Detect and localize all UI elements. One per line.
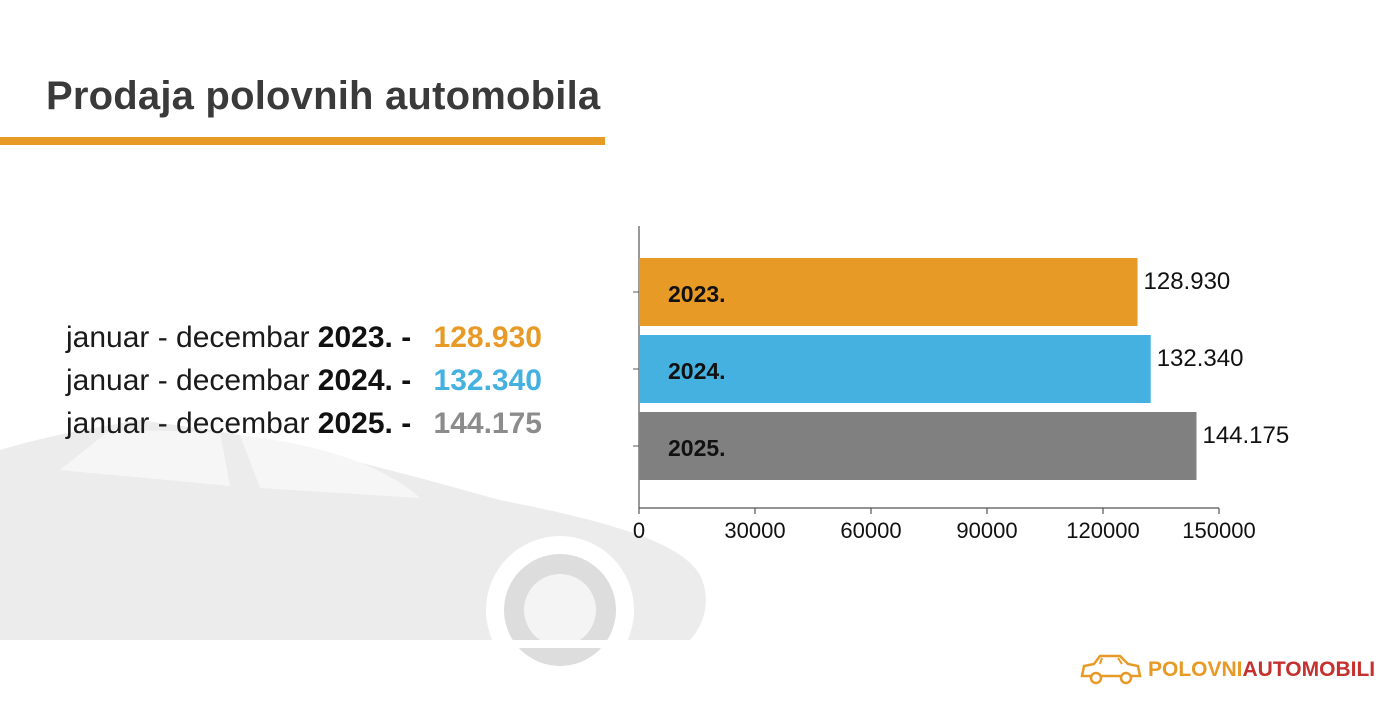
bar-1 [639, 258, 1138, 326]
summary-line-2024: januar - decembar 2024. - 132.340 [66, 359, 626, 402]
x-tick-label: 150000 [1182, 518, 1255, 543]
car-logo-icon [1080, 654, 1142, 685]
x-tick-label: 120000 [1066, 518, 1139, 543]
summary-prefix: januar - decembar [66, 364, 318, 397]
summary-prefix: januar - decembar [66, 321, 318, 354]
bar-2 [639, 335, 1151, 403]
summary-separator: - [392, 407, 420, 440]
summary-year: 2024. [317, 364, 393, 397]
summary-year: 2023. [317, 321, 393, 354]
x-tick-label: 90000 [956, 518, 1017, 543]
page-title: Prodaja polovnih automobila [46, 74, 601, 118]
title-underline [0, 137, 605, 145]
summary-line-2025: januar - decembar 2025. - 144.175 [66, 402, 626, 445]
summary-separator: - [392, 321, 420, 354]
summary-value: 144.175 [433, 407, 542, 440]
brand-logo: POLOVNIAUTOMOBILI [1078, 652, 1375, 688]
bar-category-label: 2023. [668, 281, 726, 307]
summary-prefix: januar - decembar [66, 407, 318, 440]
logo-text-automobili: AUTOMOBILI [1242, 658, 1376, 681]
bar-data-label: 128.930 [1144, 268, 1231, 295]
bar-category-label: 2024. [668, 358, 726, 384]
sales-summary: januar - decembar 2023. - 128.930 januar… [66, 316, 626, 445]
bar-3 [639, 412, 1197, 480]
summary-line-2023: januar - decembar 2023. - 128.930 [66, 316, 626, 359]
logo-text: POLOVNIAUTOMOBILI [1148, 658, 1375, 682]
x-tick-label: 0 [633, 518, 645, 543]
summary-value: 128.930 [433, 321, 542, 354]
summary-separator: - [392, 364, 420, 397]
bar-data-label: 144.175 [1202, 422, 1289, 449]
x-tick-label: 30000 [724, 518, 785, 543]
summary-year: 2025. [317, 407, 393, 440]
summary-value: 132.340 [433, 364, 542, 397]
bar-data-label: 132.340 [1157, 345, 1244, 372]
logo-text-polovni: POLOVNI [1148, 658, 1243, 681]
bar-category-label: 2025. [668, 435, 726, 461]
x-tick-label: 60000 [840, 518, 901, 543]
